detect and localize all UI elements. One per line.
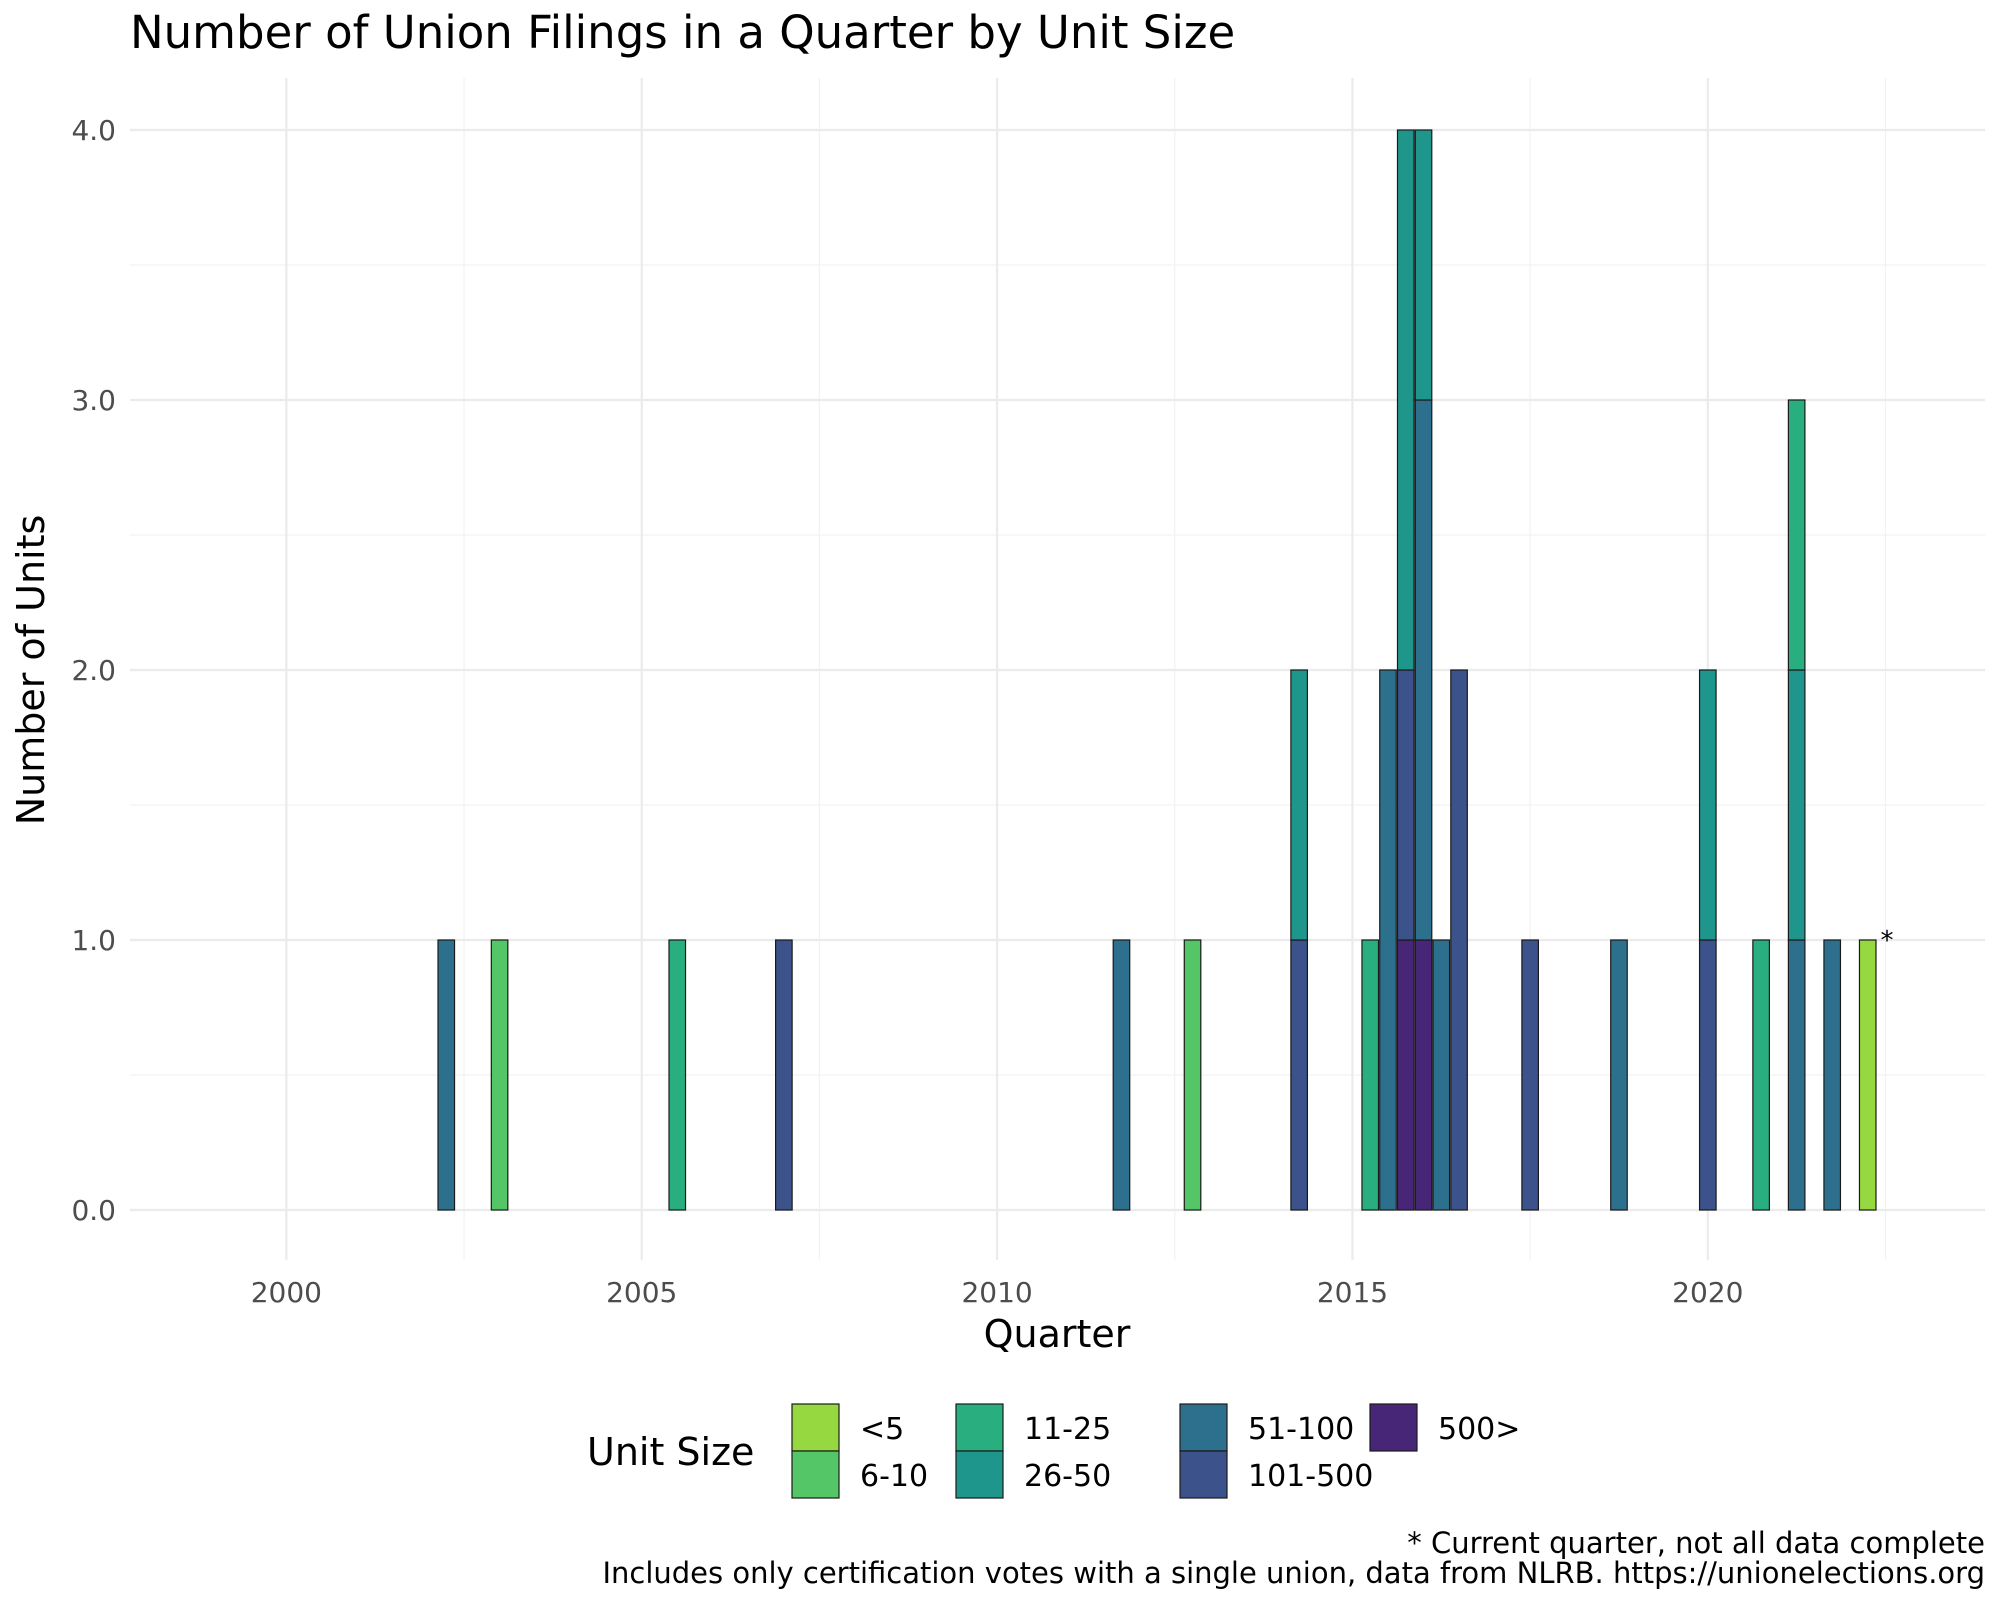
x-axis-title: Quarter xyxy=(984,1312,1131,1356)
bar-segment xyxy=(1396,939,1415,1211)
bar-segment xyxy=(1698,939,1717,1211)
legend-key xyxy=(955,1450,1004,1499)
legend: Unit Size <5 6-10 11-25 26-50 51-100 101-500 5… xyxy=(587,1403,1520,1499)
bar-segment xyxy=(1361,939,1380,1211)
legend-key xyxy=(1179,1403,1228,1452)
legend-key xyxy=(1179,1450,1228,1499)
bar-segment xyxy=(1414,129,1433,401)
y-tick-label: 2.0 xyxy=(71,654,116,687)
x-tick-label: 2005 xyxy=(606,1276,677,1309)
legend-label: 101-500 xyxy=(1248,1459,1373,1494)
y-axis-ticks: 0.0 1.0 2.0 3.0 4.0 xyxy=(71,114,116,1227)
bar-segment xyxy=(1290,939,1309,1211)
bar-segment xyxy=(490,939,509,1211)
annotations: * xyxy=(1880,926,1893,956)
legend-key xyxy=(791,1450,840,1499)
y-tick-label: 1.0 xyxy=(71,924,116,957)
bar-segment xyxy=(1432,939,1451,1211)
bar-segment xyxy=(668,939,687,1211)
bar-segment xyxy=(775,939,793,1211)
bar-segment xyxy=(1610,939,1628,1211)
legend-key xyxy=(791,1403,840,1452)
caption-note: * Current quarter, not all data complete xyxy=(1407,1526,1985,1560)
bar-segment xyxy=(1379,669,1397,1211)
bar-segment xyxy=(1823,939,1842,1211)
x-tick-label: 2010 xyxy=(961,1276,1032,1309)
bar-segment xyxy=(1450,669,1468,1211)
bar-segment xyxy=(437,939,456,1211)
bar-segment xyxy=(1183,939,1202,1211)
bar-segment xyxy=(1396,669,1415,941)
y-tick-label: 4.0 xyxy=(71,114,116,147)
annotation-asterisk: * xyxy=(1880,926,1893,956)
bar-segment xyxy=(1290,669,1309,941)
legend-label: <5 xyxy=(860,1412,904,1447)
legend-title: Unit Size xyxy=(587,1430,754,1474)
y-tick-label: 0.0 xyxy=(71,1194,116,1227)
bar-segment xyxy=(1521,939,1539,1211)
legend-label: 11-25 xyxy=(1024,1412,1111,1447)
bar-segment xyxy=(1752,939,1770,1211)
bar-segment xyxy=(1858,939,1877,1211)
bar-segment xyxy=(1112,939,1131,1211)
legend-label: 51-100 xyxy=(1248,1412,1354,1447)
bar-segment xyxy=(1787,939,1806,1211)
y-axis-title: Number of Units xyxy=(9,515,53,826)
bars xyxy=(437,129,1877,1211)
x-tick-label: 2015 xyxy=(1317,1276,1388,1309)
x-tick-label: 2020 xyxy=(1672,1276,1743,1309)
legend-label: 6-10 xyxy=(860,1459,928,1494)
bar-segment xyxy=(1698,669,1717,941)
legend-key xyxy=(955,1403,1004,1452)
x-axis-ticks: 2000 2005 2010 2015 2020 xyxy=(251,1276,1744,1309)
bar-segment xyxy=(1396,129,1415,671)
x-tick-label: 2000 xyxy=(251,1276,322,1309)
chart-title: Number of Union Filings in a Quarter by … xyxy=(130,6,1235,59)
legend-label: 26-50 xyxy=(1024,1459,1111,1494)
y-tick-label: 3.0 xyxy=(71,384,116,417)
bar-segment xyxy=(1414,939,1433,1211)
bar-segment xyxy=(1414,399,1433,941)
bar-segment xyxy=(1787,399,1806,671)
legend-label: 500> xyxy=(1438,1412,1520,1447)
caption-source: Includes only certification votes with a… xyxy=(602,1556,1985,1590)
bar-segment xyxy=(1787,669,1806,941)
legend-key xyxy=(1369,1403,1418,1452)
